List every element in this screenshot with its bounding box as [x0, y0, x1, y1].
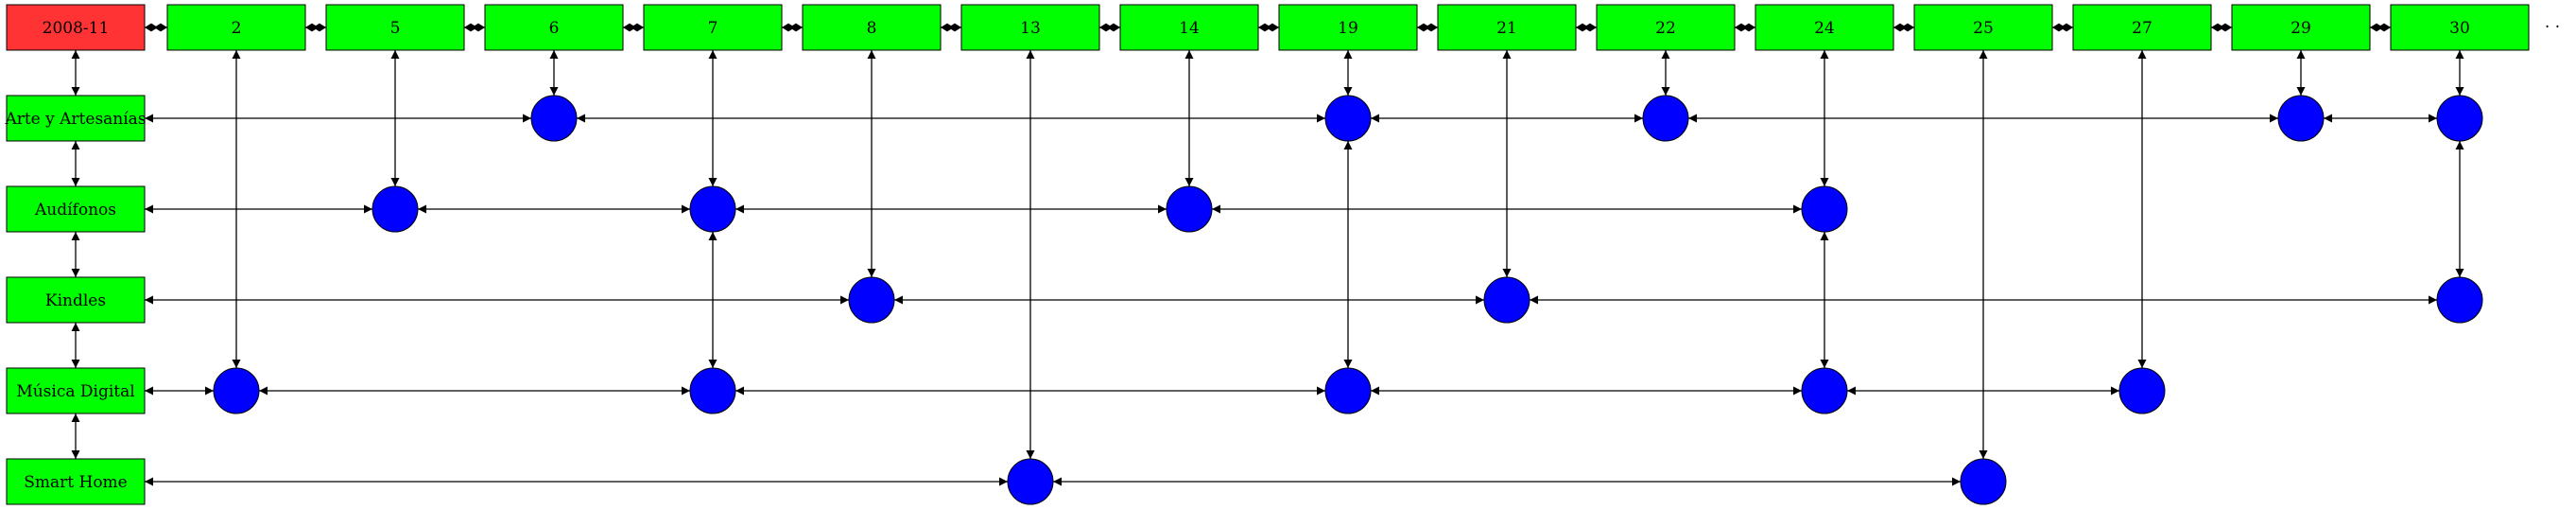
event-arte-y-artesanias-6 — [530, 95, 578, 142]
event-smart-home-13 — [1007, 458, 1054, 505]
category-node-musica-digital-box — [6, 367, 146, 414]
day-node-22-label: 22 — [1655, 19, 1676, 38]
event-musica-digital-27 — [2118, 367, 2166, 414]
day-node-6-label: 6 — [549, 19, 560, 38]
category-node-arte-y-artesanias-label: Arte y Artesanías — [4, 110, 146, 129]
day-node-27: 27 — [2072, 4, 2212, 51]
day-node-25-label: 25 — [1973, 19, 1994, 38]
event-audifonos-5 — [372, 185, 419, 233]
day-node-5: 5 — [325, 4, 465, 51]
day-node-2-label: 2 — [232, 19, 242, 38]
category-node-smart-home-box — [6, 458, 146, 505]
root-node-box — [6, 4, 146, 51]
day-node-21-box — [1437, 4, 1577, 51]
day-node-14-label: 14 — [1179, 19, 1200, 38]
day-node-14-box — [1119, 4, 1259, 51]
category-node-arte-y-artesanias-box — [6, 95, 146, 142]
event-kindles-21 — [1483, 276, 1530, 324]
category-node-musica-digital: Música Digital — [6, 367, 146, 414]
day-node-7-label: 7 — [708, 19, 718, 38]
event-musica-digital-24 — [1801, 367, 1848, 414]
trailing-dots: · · — [2545, 18, 2560, 37]
event-smart-home-25 — [1960, 458, 2007, 505]
event-arte-y-artesanias-19 — [1324, 95, 1372, 142]
event-arte-y-artesanias-22 — [1642, 95, 1689, 142]
category-node-kindles-label: Kindles — [45, 291, 106, 310]
day-node-30-box — [2390, 4, 2530, 51]
day-node-19-box — [1278, 4, 1418, 51]
day-node-5-label: 5 — [390, 19, 401, 38]
day-node-7: 7 — [643, 4, 783, 51]
category-node-musica-digital-label: Música Digital — [16, 382, 134, 401]
day-node-22-box — [1596, 4, 1736, 51]
day-node-27-box — [2072, 4, 2212, 51]
event-kindles-30 — [2436, 276, 2483, 324]
day-node-29: 29 — [2231, 4, 2371, 51]
day-node-19: 19 — [1278, 4, 1418, 51]
root-node: 2008-11 — [6, 4, 146, 51]
category-node-kindles-box — [6, 276, 146, 324]
day-node-19-label: 19 — [1338, 19, 1358, 38]
event-arte-y-artesanias-29 — [2277, 95, 2325, 142]
day-node-7-box — [643, 4, 783, 51]
day-node-29-box — [2231, 4, 2371, 51]
category-node-audifonos-label: Audífonos — [34, 201, 116, 220]
event-kindles-8 — [848, 276, 895, 324]
day-node-8-box — [802, 4, 942, 51]
day-node-30: 30 — [2390, 4, 2530, 51]
day-node-30-label: 30 — [2449, 19, 2470, 38]
day-node-27-label: 27 — [2132, 19, 2152, 38]
event-audifonos-24 — [1801, 185, 1848, 233]
day-node-25: 25 — [1913, 4, 2053, 51]
day-node-5-box — [325, 4, 465, 51]
day-node-24: 24 — [1755, 4, 1894, 51]
day-node-22: 22 — [1596, 4, 1736, 51]
category-node-smart-home: Smart Home — [6, 458, 146, 505]
event-musica-digital-19 — [1324, 367, 1372, 414]
category-node-smart-home-label: Smart Home — [24, 473, 128, 492]
category-node-audifonos-box — [6, 185, 146, 233]
event-musica-digital-7 — [689, 367, 736, 414]
day-node-2: 2 — [166, 4, 306, 51]
day-node-13-box — [960, 4, 1100, 51]
day-node-29-label: 29 — [2291, 19, 2311, 38]
day-node-13: 13 — [960, 4, 1100, 51]
day-node-8-label: 8 — [867, 19, 877, 38]
category-node-kindles: Kindles — [6, 276, 146, 324]
day-node-14: 14 — [1119, 4, 1259, 51]
day-node-13-label: 13 — [1020, 19, 1041, 38]
root-node-label: 2008-11 — [43, 19, 110, 38]
day-node-24-label: 24 — [1814, 19, 1835, 38]
day-node-2-box — [166, 4, 306, 51]
day-node-6: 6 — [484, 4, 624, 51]
edges-layer — [71, 23, 2464, 486]
event-arte-y-artesanias-30 — [2436, 95, 2483, 142]
day-node-8: 8 — [802, 4, 942, 51]
day-node-21: 21 — [1437, 4, 1577, 51]
event-audifonos-14 — [1166, 185, 1213, 233]
day-node-21-label: 21 — [1496, 19, 1517, 38]
category-node-audifonos: Audífonos — [6, 185, 146, 233]
event-audifonos-7 — [689, 185, 736, 233]
day-node-25-box — [1913, 4, 2053, 51]
day-node-6-box — [484, 4, 624, 51]
day-node-24-box — [1755, 4, 1894, 51]
category-node-arte-y-artesanias: Arte y Artesanías — [4, 95, 147, 142]
event-musica-digital-2 — [213, 367, 260, 414]
